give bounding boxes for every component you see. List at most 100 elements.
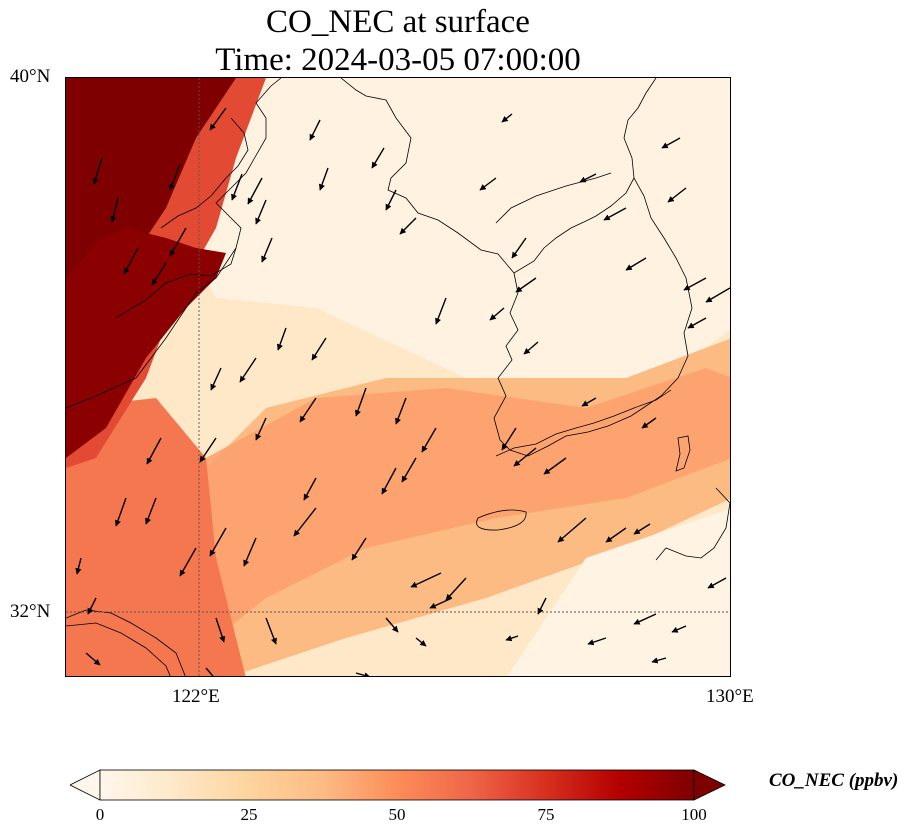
- colorbar-tick-25: 25: [240, 805, 258, 824]
- wind-vector-19: [515, 277, 537, 293]
- colorbar-tick-100: 100: [681, 805, 707, 824]
- coastline-liaodong: [160, 117, 249, 229]
- wind-vector-48: [401, 457, 417, 483]
- colorbar-extend-max: [693, 769, 726, 801]
- wind-vector-41: [145, 497, 157, 525]
- colorbar-tick-50: 50: [388, 805, 406, 824]
- wind-vector-21: [523, 341, 539, 355]
- wind-vector-61: [671, 625, 687, 633]
- wind-vector-18: [511, 237, 527, 259]
- wind-vector-45: [293, 507, 317, 537]
- wind-vector-47: [381, 467, 397, 495]
- wind-vector-50: [421, 427, 437, 453]
- x-tick-130e: 130°E: [706, 686, 754, 707]
- wind-vector-66: [429, 597, 453, 609]
- wind-vector-75: [415, 637, 427, 647]
- wind-vector-12: [318, 167, 329, 191]
- wind-vector-30: [435, 297, 447, 325]
- wind-vector-54: [543, 457, 567, 475]
- wind-vector-26: [687, 317, 707, 329]
- field-orange-band: [206, 368, 730, 638]
- plot-subtitle-time: Time: 2024-03-05 07:00:00: [215, 42, 581, 78]
- wind-vector-29: [661, 137, 681, 149]
- wind-vector-67: [537, 597, 547, 615]
- wind-vector-31: [354, 387, 367, 417]
- wind-vector-36: [311, 337, 327, 361]
- wind-vector-70: [651, 657, 667, 664]
- map-panel: [65, 77, 731, 677]
- gridlines: [66, 78, 730, 676]
- wind-vector-55: [605, 527, 627, 543]
- wind-vector-2: [169, 163, 181, 191]
- wind-vector-37: [239, 357, 257, 383]
- field-low-zone: [186, 78, 730, 408]
- coastline-north-korea-border: [495, 172, 612, 224]
- colorbar-label: CO_NEC (ppbv): [769, 770, 899, 791]
- wind-vector-25: [667, 187, 687, 203]
- map-canvas: [66, 78, 730, 676]
- coastline-yangtze: [66, 609, 186, 676]
- wind-vector-51: [395, 397, 407, 425]
- wind-vector-14: [385, 189, 397, 211]
- wind-vector-8: [255, 199, 267, 225]
- wind-vector-72: [265, 617, 277, 645]
- wind-vector-6: [209, 107, 227, 131]
- wind-vector-63: [587, 637, 607, 646]
- wind-vector-59: [581, 397, 597, 407]
- wind-vector-73: [75, 557, 82, 575]
- wind-vector-7: [231, 173, 243, 201]
- wind-vector-9: [261, 237, 273, 263]
- y-tick-40n: 40°N: [10, 66, 51, 87]
- wind-vector-1: [110, 197, 119, 223]
- field-southeast-low: [507, 508, 730, 676]
- wind-vector-56: [633, 523, 651, 535]
- wind-vectors: [75, 107, 730, 676]
- wind-vector-0: [92, 157, 103, 185]
- co-concentration-field: [66, 78, 730, 676]
- wind-vector-39: [146, 437, 162, 465]
- wind-vector-13: [371, 147, 385, 169]
- wind-vector-53: [513, 447, 537, 467]
- wind-vector-76: [355, 672, 371, 676]
- coastline-shandong: [115, 247, 237, 319]
- wind-vector-33: [255, 417, 267, 441]
- wind-vector-35: [276, 327, 287, 351]
- wind-vector-43: [209, 527, 227, 557]
- wind-vector-65: [445, 577, 467, 601]
- colorbar-tick-75: 75: [537, 805, 555, 824]
- wind-vector-71: [215, 617, 226, 643]
- coastline-china-north: [66, 78, 282, 409]
- coastline-japan: [655, 487, 730, 561]
- wind-vector-62: [633, 613, 657, 625]
- wind-vector-78: [85, 652, 101, 666]
- wind-vector-42: [179, 547, 197, 577]
- wind-vector-11: [309, 119, 321, 141]
- coastline-yangtze-inner: [66, 622, 171, 676]
- field-darkred-north: [66, 78, 236, 278]
- wind-vector-69: [385, 617, 399, 633]
- wind-vector-64: [505, 635, 519, 642]
- wind-vector-3: [169, 227, 187, 257]
- wind-vector-44: [243, 537, 257, 567]
- colorbar-extend-min: [70, 769, 101, 801]
- field-southwest: [66, 398, 246, 676]
- wind-vector-74: [87, 597, 97, 615]
- wind-vector-52: [501, 427, 517, 451]
- wind-vector-28: [705, 287, 730, 303]
- plot-title: CO_NEC at surface: [266, 4, 530, 40]
- wind-vector-40: [114, 497, 127, 527]
- wind-vector-24: [625, 257, 647, 271]
- wind-vector-22: [579, 173, 597, 183]
- tsushima-island: [675, 435, 691, 472]
- colorbar-gradient: [99, 769, 695, 801]
- colorbar-tick-0: 0: [95, 805, 105, 824]
- wind-vector-58: [641, 417, 657, 429]
- y-tick-32n: 32°N: [10, 601, 51, 622]
- jeju-island: [476, 509, 527, 531]
- wind-vector-4: [123, 247, 139, 275]
- wind-vector-34: [199, 437, 217, 463]
- wind-vector-46: [303, 477, 317, 501]
- wind-vector-15: [399, 217, 417, 235]
- coastlines: [66, 78, 730, 676]
- colorbar: [70, 769, 726, 801]
